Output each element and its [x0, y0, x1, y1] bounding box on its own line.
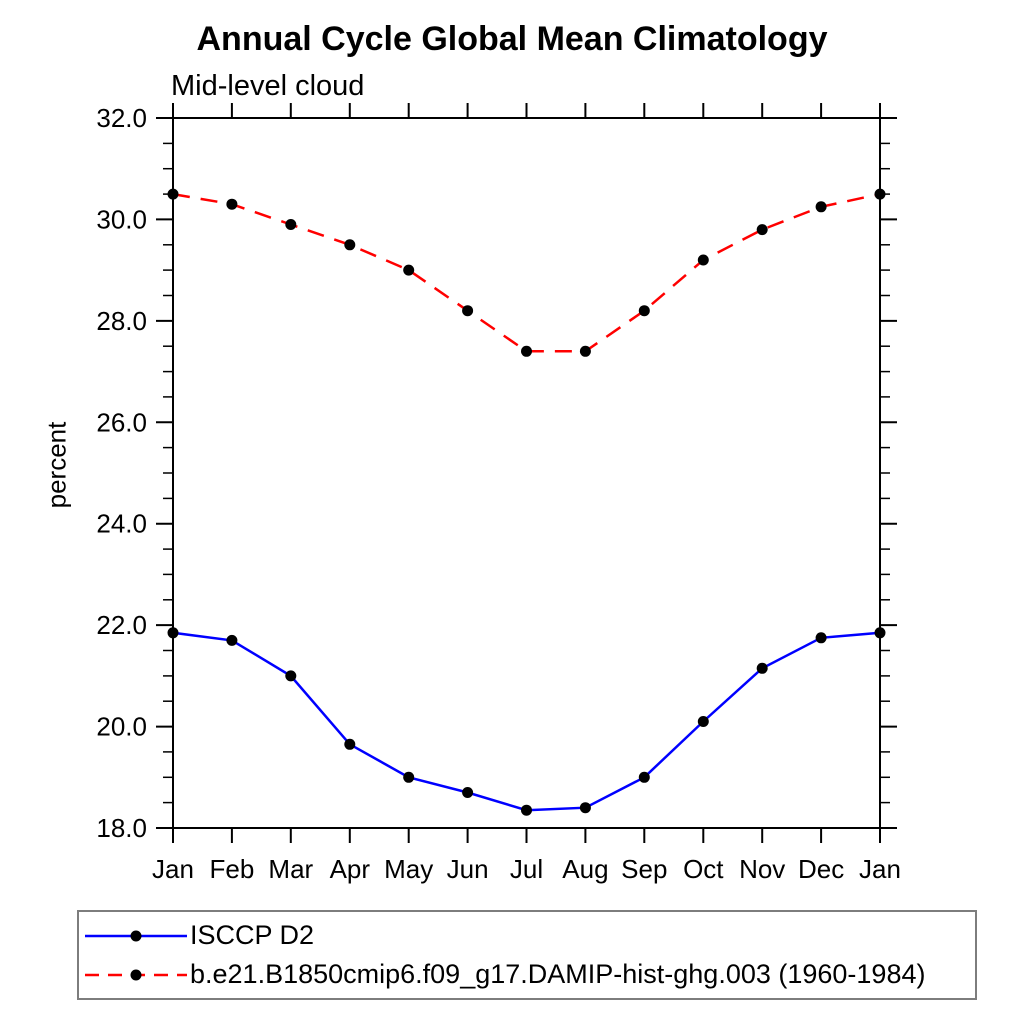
svg-text:26.0: 26.0 [96, 407, 147, 437]
svg-text:Nov: Nov [739, 854, 785, 884]
svg-text:28.0: 28.0 [96, 306, 147, 336]
legend-solid-line-icon [85, 930, 187, 941]
legend-item: b.e21.B1850cmip6.f09_g17.DAMIP-hist-ghg.… [84, 959, 975, 990]
legend-label: b.e21.B1850cmip6.f09_g17.DAMIP-hist-ghg.… [190, 959, 926, 989]
svg-text:Jul: Jul [510, 854, 543, 884]
svg-text:Jan: Jan [859, 854, 901, 884]
svg-text:32.0: 32.0 [96, 103, 147, 133]
legend-dashed-line-icon [85, 969, 187, 980]
svg-text:Jan: Jan [152, 854, 194, 884]
svg-text:18.0: 18.0 [96, 813, 147, 843]
legend-label: ISCCP D2 [190, 920, 315, 950]
svg-text:Jun: Jun [447, 854, 489, 884]
svg-text:30.0: 30.0 [96, 204, 147, 234]
legend: ISCCP D2 b.e21.B1850cmip6.f09_g17.DAMIP-h… [77, 910, 977, 1000]
svg-text:May: May [384, 854, 433, 884]
chart-subtitle: Mid-level cloud [171, 70, 365, 102]
svg-text:20.0: 20.0 [96, 712, 147, 742]
svg-text:Feb: Feb [209, 854, 254, 884]
svg-text:Apr: Apr [330, 854, 371, 884]
svg-text:Sep: Sep [621, 854, 667, 884]
svg-text:24.0: 24.0 [96, 509, 147, 539]
svg-text:Mar: Mar [268, 854, 313, 884]
svg-text:Oct: Oct [683, 854, 724, 884]
svg-text:Aug: Aug [562, 854, 608, 884]
legend-item: ISCCP D2 [84, 920, 975, 951]
svg-text:22.0: 22.0 [96, 610, 147, 640]
svg-text:Dec: Dec [798, 854, 844, 884]
chart-title: Annual Cycle Global Mean Climatology [196, 20, 828, 58]
